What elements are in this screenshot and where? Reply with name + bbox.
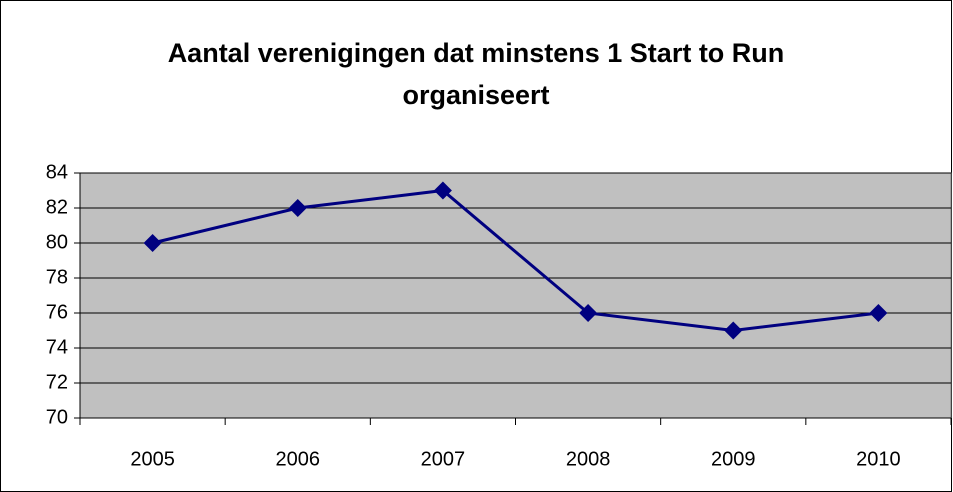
x-tick-label: 2005 xyxy=(130,448,175,470)
y-tick-label: 70 xyxy=(46,406,68,428)
plot-area xyxy=(79,172,952,419)
data-marker xyxy=(433,181,452,200)
x-tick-label: 2007 xyxy=(421,448,466,470)
y-tick-label: 80 xyxy=(46,231,68,253)
y-tick-label: 72 xyxy=(46,371,68,393)
y-tick-label: 78 xyxy=(46,266,68,288)
data-marker xyxy=(724,321,743,340)
y-tick-label: 74 xyxy=(46,336,68,358)
x-tick-label: 2008 xyxy=(566,448,611,470)
x-tick-label: 2010 xyxy=(856,448,901,470)
data-marker xyxy=(288,199,307,217)
data-marker xyxy=(869,304,888,322)
chart-title: Aantal verenigingen dat minstens 1 Start… xyxy=(167,38,785,110)
data-marker xyxy=(143,234,162,252)
data-marker xyxy=(579,304,598,322)
x-tick-label: 2006 xyxy=(276,448,321,470)
y-tick-label: 76 xyxy=(46,301,68,323)
y-tick-label: 84 xyxy=(46,161,68,183)
data-line xyxy=(152,188,879,333)
y-tick-label: 82 xyxy=(46,196,68,218)
x-tick-label: 2009 xyxy=(711,448,756,470)
